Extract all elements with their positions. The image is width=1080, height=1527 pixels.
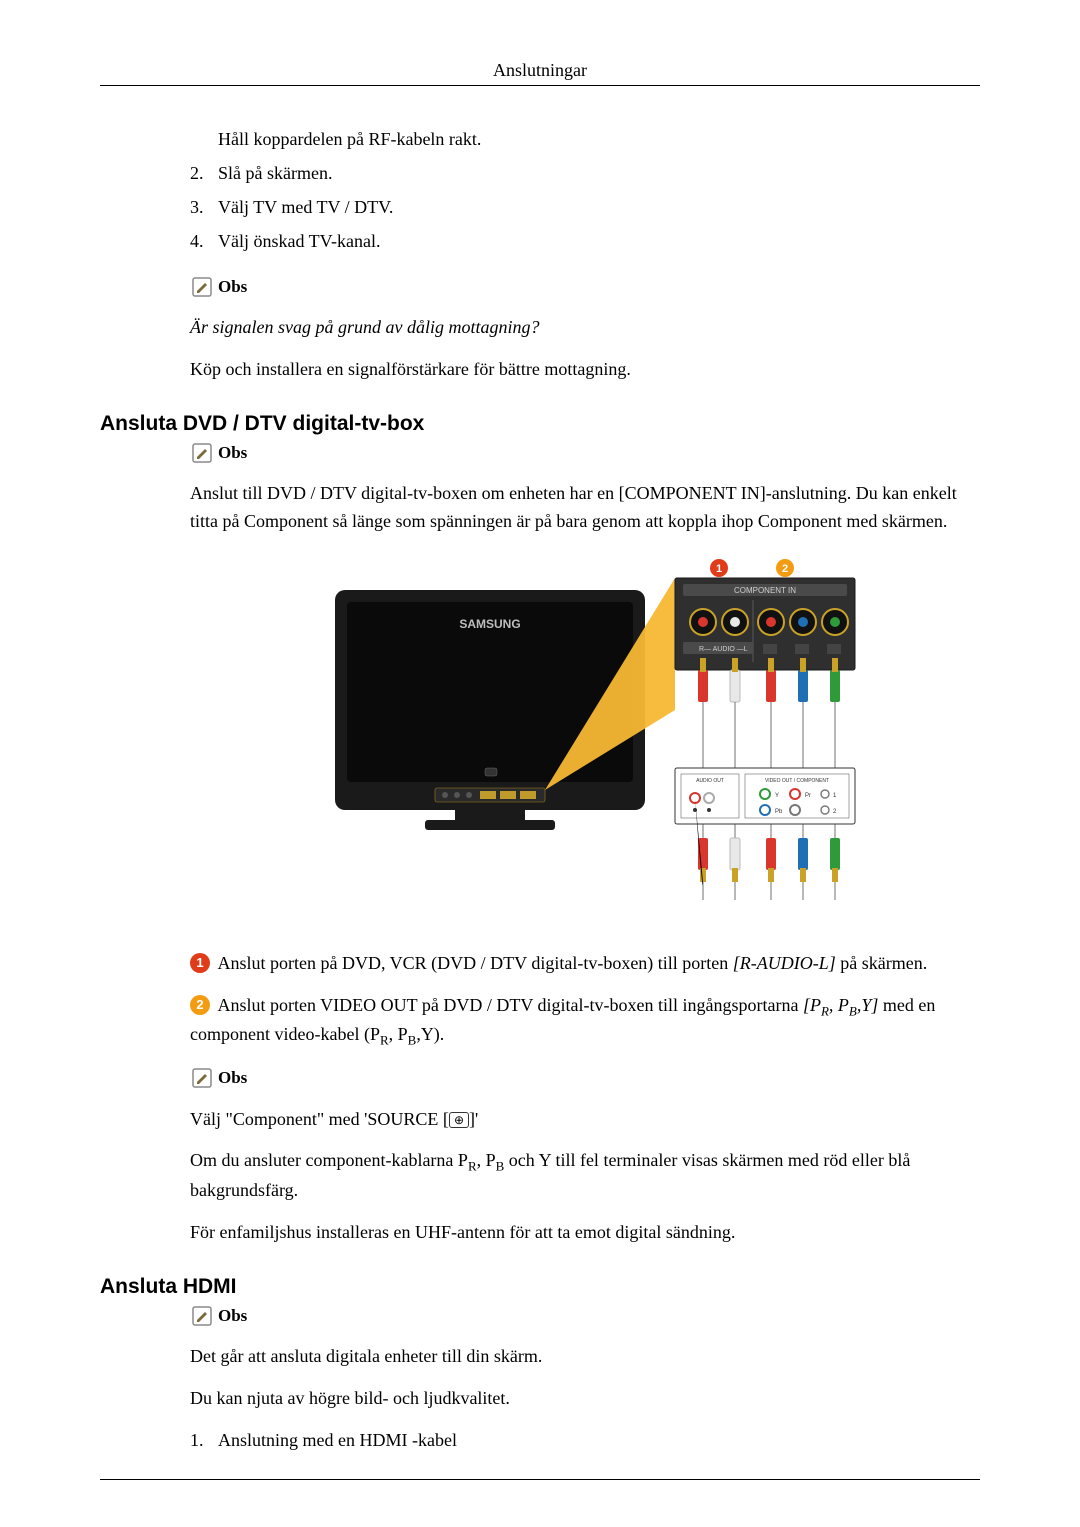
step-num: 2. (190, 160, 218, 188)
intro-step: 4. Välj önskad TV-kanal. (190, 228, 980, 256)
hdmi-p1: Det går att ansluta digitala enheter til… (190, 1343, 980, 1371)
step2-port-b: , P (829, 995, 849, 1015)
step-text: Välj TV med TV / DTV. (218, 194, 393, 222)
dvd-block: Obs Anslut till DVD / DTV digital-tv-box… (190, 440, 980, 1247)
step2-port-a: [P (803, 995, 821, 1015)
step2-text-c: , P (389, 1024, 408, 1044)
step1-port: [R-AUDIO-L] (733, 953, 836, 973)
obs-row: Obs (190, 1303, 980, 1329)
obs-row: Obs (190, 440, 980, 466)
section-heading-hdmi: Ansluta HDMI (100, 1275, 980, 1299)
step-num: 3. (190, 194, 218, 222)
sub-b3: B (496, 1159, 505, 1174)
svg-text:Pb: Pb (775, 809, 783, 815)
obs-question: Är signalen svag på grund av dålig motta… (190, 314, 980, 342)
intro-step: 2. Slå på skärmen. (190, 160, 980, 188)
svg-text:Pr: Pr (805, 793, 811, 799)
svg-text:AUDIO OUT: AUDIO OUT (696, 778, 724, 784)
section-heading-dvd: Ansluta DVD / DTV digital-tv-box (100, 412, 980, 436)
source-text-a: Välj "Component" med 'SOURCE [ (190, 1109, 449, 1129)
sub-b2: B (408, 1033, 417, 1048)
step-num: 4. (190, 228, 218, 256)
marker-2-icon: 2 (190, 995, 210, 1015)
sub-b: B (849, 1003, 857, 1018)
step1-text-b: på skärmen. (836, 953, 927, 973)
obs-label: Obs (218, 274, 247, 300)
step-text: Välj önskad TV-kanal. (218, 228, 380, 256)
step-text: Anslutning med en HDMI -kabel (218, 1427, 457, 1455)
sub-r2: R (380, 1033, 389, 1048)
note-icon (190, 441, 214, 465)
intro-text: Håll koppardelen på RF-kabeln rakt. (218, 126, 481, 154)
note-icon (190, 1066, 214, 1090)
source-line: Välj "Component" med 'SOURCE [⊕]' (190, 1106, 980, 1134)
connection-diagram: SAMSUNG COMPONENT IN (190, 550, 980, 930)
divider-bottom (100, 1479, 980, 1480)
warn-line: Om du ansluter component-kablarna PR, PB… (190, 1147, 980, 1205)
dvd-step2: 2 Anslut porten VIDEO OUT på DVD / DTV d… (190, 992, 980, 1051)
step1-text-a: Anslut porten på DVD, VCR (DVD / DTV dig… (218, 953, 733, 973)
step2-text-a: Anslut porten VIDEO OUT på DVD / DTV dig… (218, 995, 803, 1015)
obs-label: Obs (218, 440, 247, 466)
svg-text:2: 2 (782, 563, 788, 575)
obs-answer: Köp och installera en signalförstärkare … (190, 356, 980, 384)
step2-text-d: ,Y). (416, 1024, 444, 1044)
source-icon: ⊕ (449, 1112, 469, 1128)
note-icon (190, 1304, 214, 1328)
divider-top (100, 85, 980, 86)
sub-r: R (821, 1003, 829, 1018)
svg-text:Y: Y (775, 793, 779, 799)
svg-text:SAMSUNG: SAMSUNG (459, 617, 520, 631)
intro-block: Håll koppardelen på RF-kabeln rakt. 2. S… (190, 126, 980, 384)
svg-text:1: 1 (716, 563, 722, 575)
intro-line: Håll koppardelen på RF-kabeln rakt. (190, 126, 980, 154)
sub-r3: R (468, 1159, 477, 1174)
step-num: 1. (190, 1427, 218, 1455)
svg-text:R— AUDIO —L: R— AUDIO —L (699, 646, 748, 653)
svg-text:VIDEO OUT / COMPONENT: VIDEO OUT / COMPONENT (765, 778, 829, 784)
hdmi-p2: Du kan njuta av högre bild- och ljudkval… (190, 1385, 980, 1413)
page-header: Anslutningar (100, 60, 980, 81)
dvd-step1: 1 Anslut porten på DVD, VCR (DVD / DTV d… (190, 950, 980, 978)
obs-row: Obs (190, 1065, 980, 1091)
intro-step: 3. Välj TV med TV / DTV. (190, 194, 980, 222)
dvd-intro-text: Anslut till DVD / DTV digital-tv-boxen o… (190, 480, 980, 536)
step2-port-c: ,Y] (857, 995, 879, 1015)
marker-1-icon: 1 (190, 953, 210, 973)
source-text-b: ]' (469, 1109, 478, 1129)
uhf-line: För enfamiljshus installeras en UHF-ante… (190, 1219, 980, 1247)
note-icon (190, 275, 214, 299)
obs-row: Obs (190, 274, 980, 300)
warn-a: Om du ansluter component-kablarna P (190, 1150, 468, 1170)
warn-b: , P (477, 1150, 496, 1170)
hdmi-block: Obs Det går att ansluta digitala enheter… (190, 1303, 980, 1455)
obs-label: Obs (218, 1065, 247, 1091)
svg-text:COMPONENT IN: COMPONENT IN (734, 586, 796, 595)
hdmi-step: 1. Anslutning med en HDMI -kabel (190, 1427, 980, 1455)
obs-label: Obs (218, 1303, 247, 1329)
step-text: Slå på skärmen. (218, 160, 332, 188)
